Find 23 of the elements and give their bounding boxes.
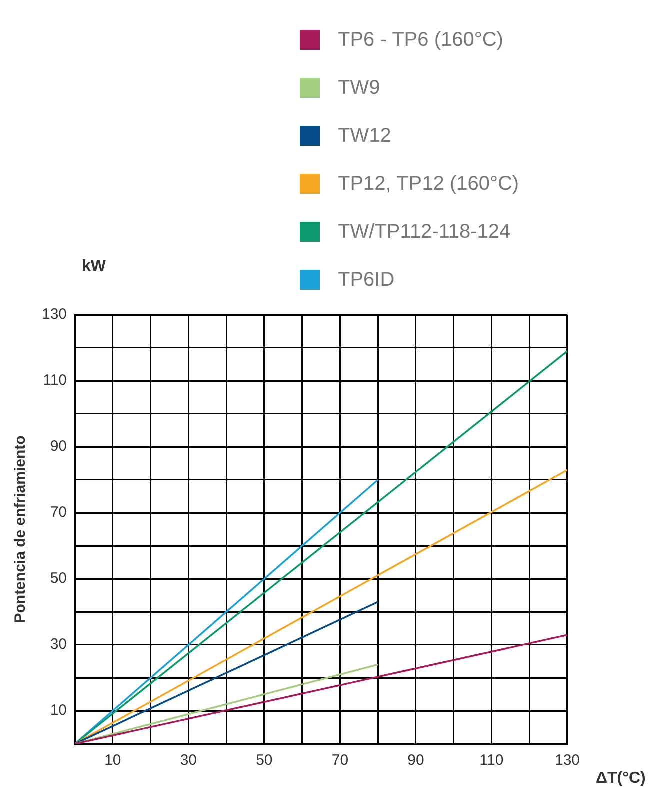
x-tick-label: 50 [256, 752, 273, 770]
y-tick-label: 130 [42, 306, 68, 324]
legend-label: TP6ID [338, 268, 395, 292]
x-tick-label: 90 [408, 752, 424, 770]
legend-label: TP6 - TP6 (160°C) [338, 28, 504, 52]
y-tick-label: 110 [43, 372, 68, 390]
y-tick-label: 90 [50, 438, 68, 456]
legend-label: TW12 [338, 124, 392, 148]
x-axis-title: ΔT(°C) [596, 770, 646, 787]
y-tick-label: 50 [50, 570, 68, 588]
legend-label: TW9 [338, 76, 380, 100]
y-tick-label: 30 [50, 636, 68, 654]
y-tick-label: 70 [50, 504, 68, 522]
x-tick-label: 130 [554, 752, 580, 770]
x-tick-label: 70 [332, 752, 349, 770]
x-tick-label: 30 [180, 752, 198, 770]
y-axis-title: Pontencia de enfriamiento [12, 436, 30, 624]
text: kW [82, 258, 106, 276]
legend-label: TW/TP112-118-124 [338, 220, 511, 244]
y-tick-label: 10 [50, 702, 68, 720]
x-tick-label: 110 [480, 752, 504, 770]
x-tick-label: 10 [104, 752, 122, 770]
legend-label: TP12, TP12 (160°C) [338, 172, 520, 196]
